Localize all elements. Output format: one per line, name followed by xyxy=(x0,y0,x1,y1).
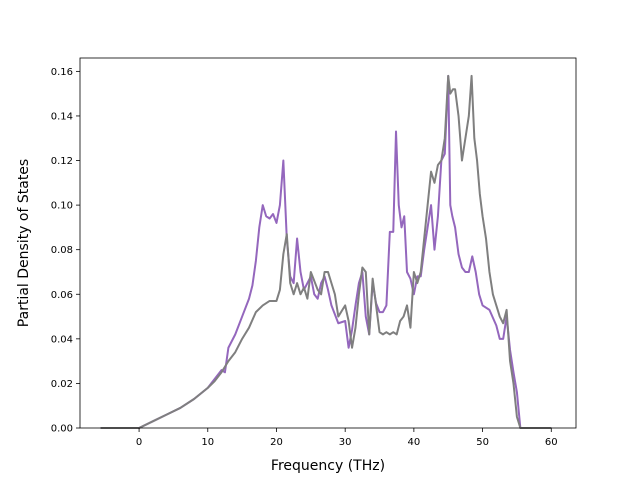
y-tick-label: 0.04 xyxy=(51,334,73,345)
x-tick-label: 30 xyxy=(339,437,352,448)
x-tick-label: 20 xyxy=(270,437,283,448)
y-tick-label: 0.14 xyxy=(51,111,73,122)
x-tick-label: 50 xyxy=(476,437,489,448)
y-tick-label: 0.08 xyxy=(51,245,73,256)
y-axis-title: Partial Density of States xyxy=(16,159,32,327)
y-tick-label: 0.16 xyxy=(51,67,73,78)
y-tick-label: 0.00 xyxy=(51,424,73,435)
y-tick-label: 0.06 xyxy=(51,290,73,301)
series-line-1 xyxy=(100,74,552,429)
y-axis: 0.00 0.02 0.04 0.06 0.08 0.10 0.12 0.14 0.16 xyxy=(51,67,80,435)
x-tick-label: 60 xyxy=(545,437,558,448)
y-tick-label: 0.02 xyxy=(51,379,73,390)
x-tick-label: 0 xyxy=(136,437,142,448)
x-tick-label: 40 xyxy=(408,437,421,448)
plot-frame xyxy=(79,57,577,429)
series-line-2 xyxy=(100,74,552,429)
y-tick-label: 0.10 xyxy=(51,201,73,212)
x-axis: 0 10 20 30 40 50 60 xyxy=(136,428,558,448)
x-axis-title: Frequency (THz) xyxy=(271,458,385,474)
y-tick-label: 0.12 xyxy=(51,156,73,167)
x-tick-label: 10 xyxy=(201,437,214,448)
series-lines xyxy=(100,74,552,429)
